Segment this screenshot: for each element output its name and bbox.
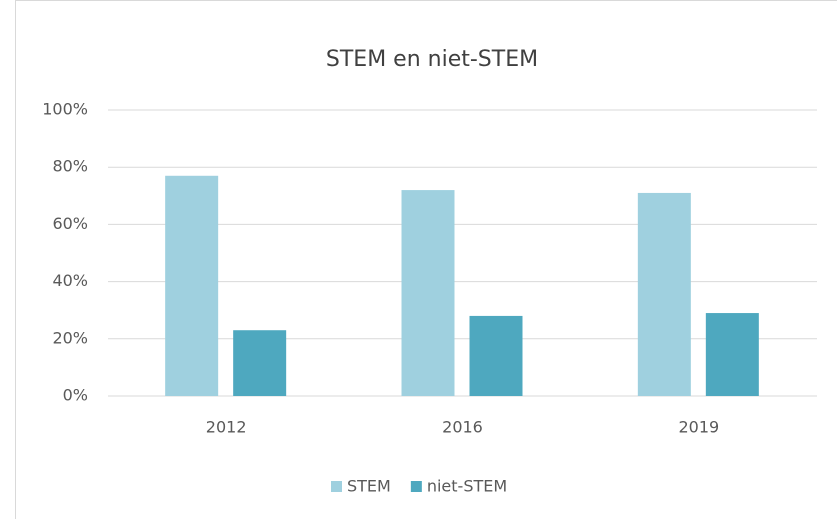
- bar: [469, 315, 523, 396]
- y-tick-label: 100%: [42, 100, 88, 119]
- x-tick-label: 2012: [206, 418, 247, 437]
- bar: [233, 330, 287, 396]
- x-tick-label: 2019: [678, 418, 719, 437]
- y-tick-label: 80%: [52, 157, 88, 176]
- legend-label: niet-STEM: [427, 477, 507, 496]
- y-tick-label: 0%: [63, 386, 88, 405]
- bar: [165, 175, 219, 396]
- x-tick-label: 2016: [442, 418, 483, 437]
- y-tick-label: 60%: [52, 214, 88, 233]
- bar: [401, 190, 455, 396]
- legend-swatch: [331, 481, 342, 492]
- chart-title: STEM en niet-STEM: [326, 47, 538, 72]
- legend-label: STEM: [347, 477, 391, 496]
- bar: [705, 313, 759, 396]
- bar: [637, 192, 691, 396]
- legend-swatch: [410, 481, 422, 492]
- y-tick-label: 40%: [52, 271, 88, 290]
- y-tick-label: 20%: [52, 328, 88, 347]
